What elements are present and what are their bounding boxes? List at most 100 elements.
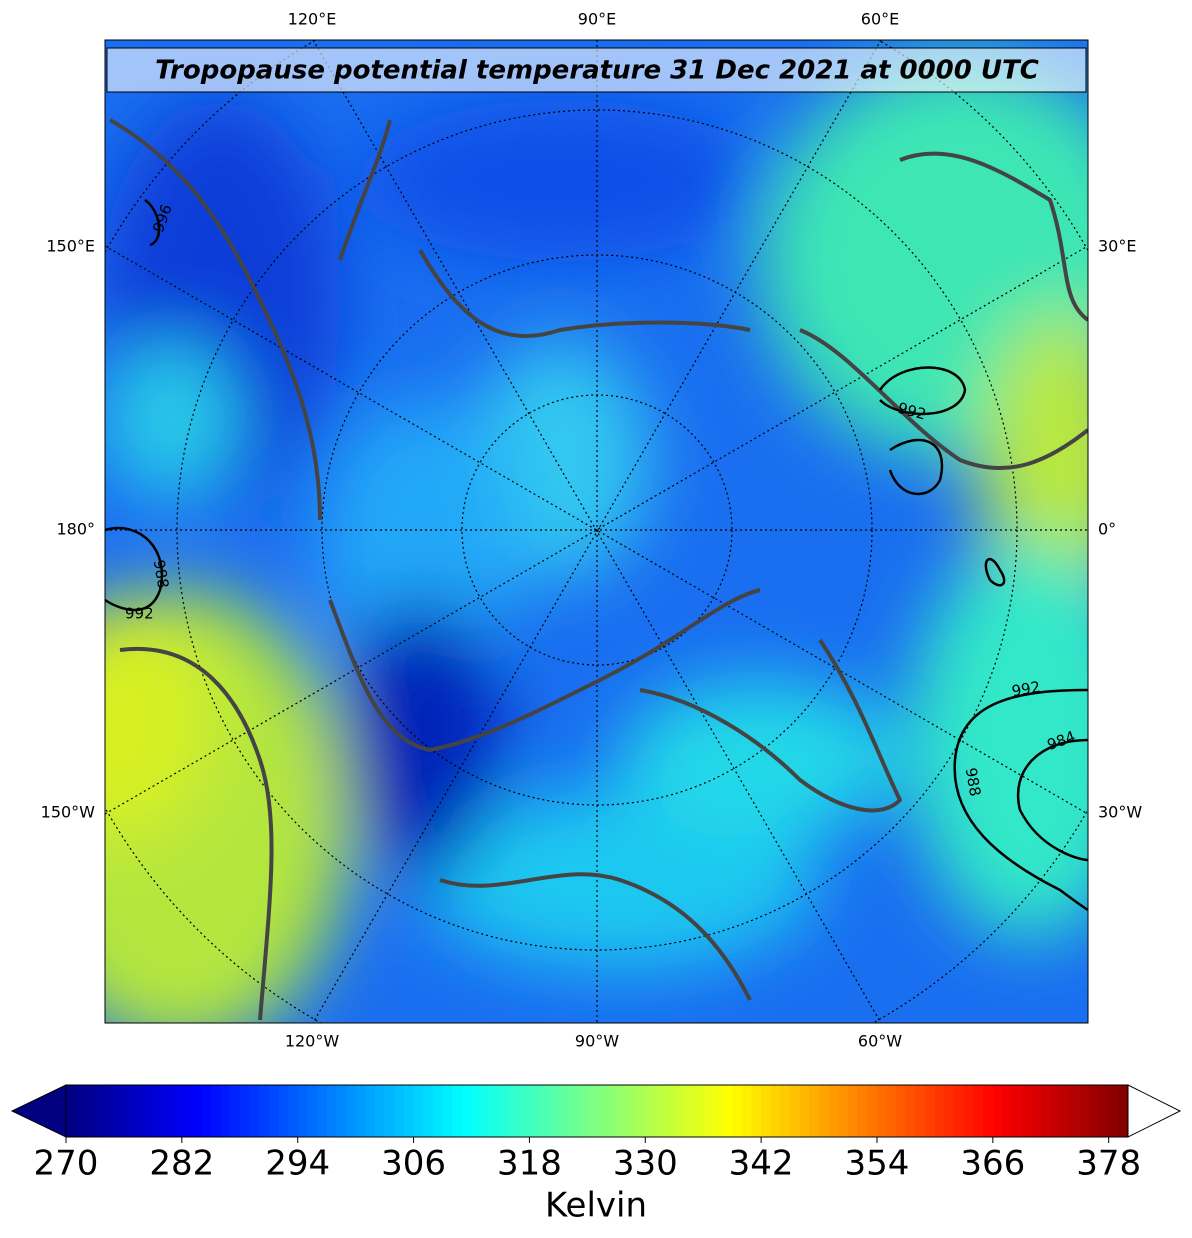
colorbar-cell <box>191 1085 202 1137</box>
colorbar-cell <box>210 1085 222 1137</box>
colorbar-cell <box>317 1085 328 1137</box>
colorbar-cell <box>394 1085 405 1137</box>
map-frame <box>104 39 1089 1024</box>
coastlines <box>109 118 1088 1021</box>
colorbar-cell <box>423 1085 434 1137</box>
colorbar-cell <box>133 1085 144 1137</box>
colorbar-cell <box>461 1085 473 1137</box>
colorbar-cell <box>66 1085 77 1137</box>
colorbar-cell <box>259 1085 270 1137</box>
colorbar-cell <box>780 1085 791 1137</box>
colorbar-cell <box>683 1085 695 1137</box>
colorbar-cell <box>1021 1085 1033 1137</box>
colorbar-cell <box>1041 1085 1052 1137</box>
colorbar-cell <box>500 1085 511 1137</box>
colorbar-cell <box>1060 1085 1071 1137</box>
colorbar-cell <box>896 1085 907 1137</box>
colorbar-cell <box>741 1085 753 1137</box>
colorbar-cell <box>577 1085 588 1137</box>
colorbar-cell <box>1118 1085 1129 1137</box>
colorbar-cell <box>606 1085 617 1137</box>
colorbar-cell <box>249 1085 260 1137</box>
colorbar-tick-label: 306 <box>381 1144 446 1184</box>
colorbar-cell <box>558 1085 569 1137</box>
colorbar-cell <box>288 1085 299 1137</box>
lon-label: 150°E <box>46 237 95 256</box>
colorbar-cell <box>915 1085 926 1137</box>
colorbar-cell <box>162 1085 173 1137</box>
colorbar-cell <box>336 1085 347 1137</box>
colorbar-cell <box>1108 1085 1119 1137</box>
colorbar-cell <box>365 1085 376 1137</box>
colorbar-cell <box>201 1085 212 1137</box>
colorbar-cell <box>857 1085 868 1137</box>
colorbar-cell <box>471 1085 482 1137</box>
colorbar-cell <box>510 1085 521 1137</box>
colorbar-tick-label: 354 <box>845 1144 910 1184</box>
colorbar-cell <box>925 1085 936 1137</box>
colorbar-cell <box>1002 1085 1013 1137</box>
title-box <box>106 47 1087 93</box>
colorbar-cell <box>230 1085 241 1137</box>
colorbar-cell <box>1070 1085 1081 1137</box>
colorbar-cell <box>355 1085 366 1137</box>
colorbar-cell <box>374 1085 386 1137</box>
colorbar-cell <box>548 1085 559 1137</box>
colorbar-cell <box>413 1085 424 1137</box>
colorbar-cell <box>963 1085 975 1137</box>
lon-label: 30°E <box>1098 237 1136 256</box>
lon-label: 0° <box>1098 520 1116 539</box>
colorbar-cell <box>326 1085 337 1137</box>
colorbar-cell <box>761 1085 772 1137</box>
colorbar-cell <box>973 1085 984 1137</box>
colorbar-extend-low <box>10 1084 67 1138</box>
colorbar-cell <box>693 1085 704 1137</box>
colorbar-cell <box>104 1085 115 1137</box>
pressure-label: 988 <box>150 558 173 589</box>
colorbar-cell <box>645 1085 656 1137</box>
graticule <box>105 40 1088 1023</box>
colorbar-tick-label: 282 <box>149 1144 214 1184</box>
lon-label: 150°W <box>41 803 96 822</box>
colorbar-cell <box>934 1085 946 1137</box>
lon-label: 60°E <box>861 10 899 29</box>
pressure-contours <box>105 198 1088 912</box>
colorbar-cell <box>384 1085 395 1137</box>
colorbar-cell <box>828 1085 839 1137</box>
pressure-label: 992 <box>125 605 154 623</box>
map: 996 988 992 992 992 984 988 Tropopause p… <box>105 40 1088 1023</box>
lon-label: 120°W <box>285 1032 340 1051</box>
colorbar-cell <box>1079 1085 1090 1137</box>
colorbar-cell <box>432 1085 444 1137</box>
colorbar-cell <box>597 1085 608 1137</box>
lon-label: 90°W <box>575 1032 619 1051</box>
colorbar-cell <box>886 1085 897 1137</box>
colorbar-cell <box>239 1085 251 1137</box>
colorbar-cell <box>587 1085 598 1137</box>
colorbar-cell <box>94 1085 106 1137</box>
colorbar-cell <box>799 1085 810 1137</box>
lon-label: 30°W <box>1098 803 1142 822</box>
colorbar-cell <box>529 1085 540 1137</box>
colorbar-cell <box>220 1085 231 1137</box>
colorbar-cell <box>838 1085 849 1137</box>
colorbar-cell <box>654 1085 666 1137</box>
colorbar-cell <box>751 1085 762 1137</box>
colorbar-tick-label: 270 <box>34 1144 99 1184</box>
colorbar-cell <box>75 1085 86 1137</box>
colorbar-extend-high <box>1127 1084 1182 1138</box>
colorbar-tick-label: 318 <box>497 1144 562 1184</box>
colorbar-cell <box>123 1085 135 1137</box>
colorbar-cell <box>1099 1085 1110 1137</box>
colorbar-cell <box>616 1085 627 1137</box>
colorbar-cell <box>181 1085 193 1137</box>
colorbar-cell <box>954 1085 965 1137</box>
lon-label: 60°W <box>858 1032 902 1051</box>
colorbar-cell <box>770 1085 782 1137</box>
colorbar-cell <box>268 1085 279 1137</box>
colorbar-frame <box>65 1084 1129 1138</box>
colorbar-cell <box>819 1085 830 1137</box>
colorbar-cell <box>848 1085 859 1137</box>
colorbar-cell <box>1031 1085 1042 1137</box>
colorbar: 270 282 294 306 318 330 342 354 366 378 <box>10 1084 1182 1184</box>
